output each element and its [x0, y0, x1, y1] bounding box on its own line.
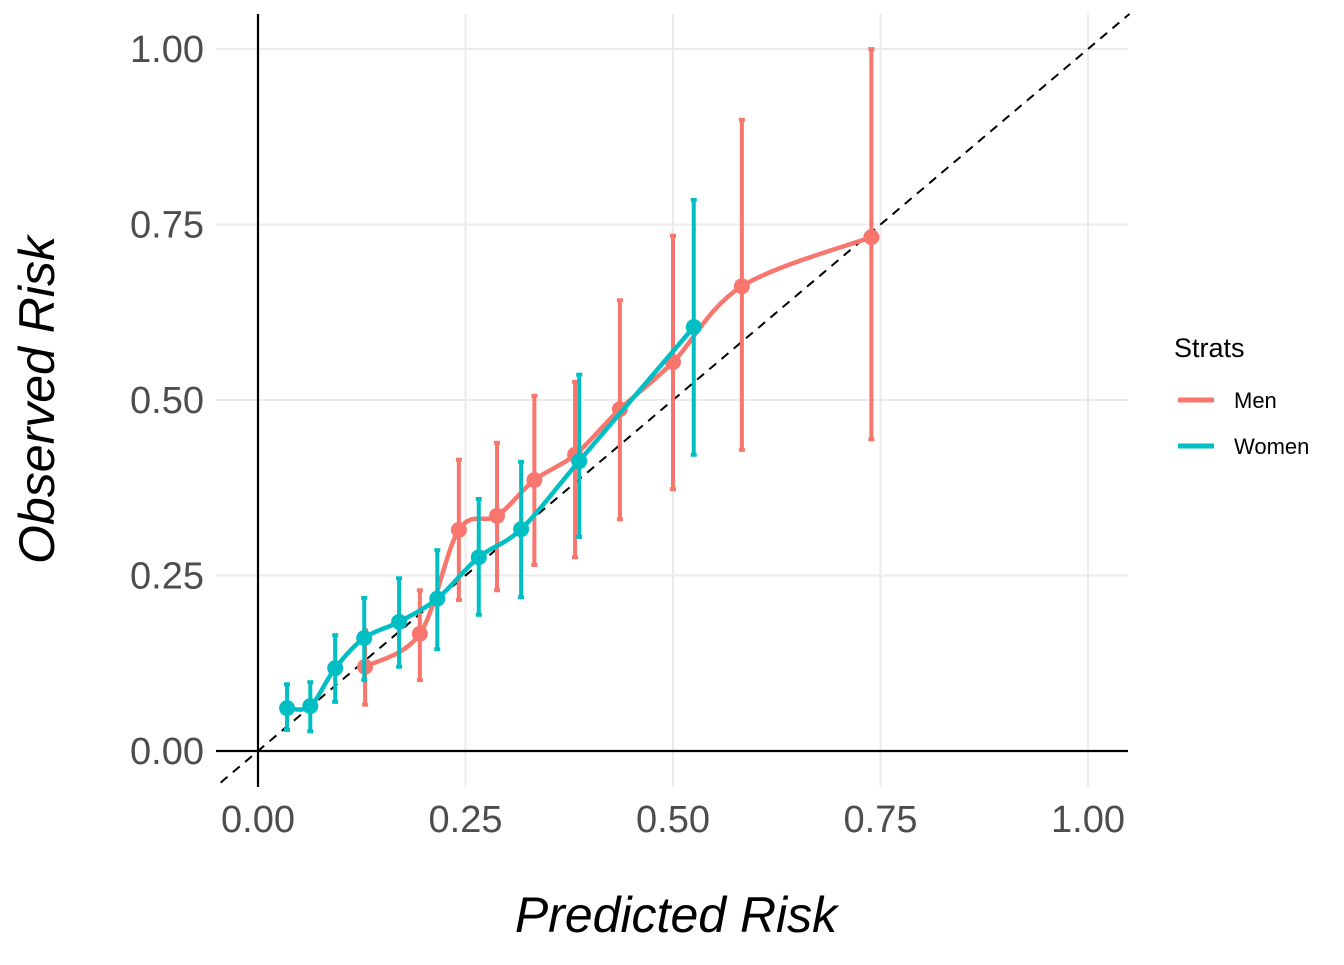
- axes: [216, 13, 1131, 787]
- y-tick-label: 0.00: [130, 731, 204, 773]
- data-point: [526, 472, 543, 489]
- data-point: [411, 625, 428, 642]
- data-point: [863, 229, 880, 246]
- data-point: [429, 590, 446, 607]
- y-tick-label: 0.75: [130, 205, 204, 247]
- y-tick-label: 0.25: [130, 556, 204, 598]
- legend-title: Strats: [1174, 333, 1245, 363]
- data-point: [450, 521, 467, 538]
- x-tick-label: 1.00: [1051, 799, 1125, 841]
- legend-label-women: Women: [1234, 434, 1309, 459]
- x-tick-label: 0.25: [429, 799, 503, 841]
- data-point: [513, 521, 530, 538]
- data-point: [733, 278, 750, 295]
- series-women: [279, 197, 702, 734]
- legend-label-men: Men: [1234, 388, 1277, 413]
- data-point: [327, 660, 344, 677]
- y-tick-label: 0.50: [130, 380, 204, 422]
- data-point: [611, 401, 628, 418]
- y-tick-label: 1.00: [130, 29, 204, 71]
- tick-labels: 0.00 0.25 0.50 0.75 1.00 0.00 0.25 0.50 0.75 1.00: [130, 29, 1125, 841]
- x-tick-label: 0.75: [844, 799, 918, 841]
- data-point: [470, 549, 487, 566]
- series-layer: [279, 47, 880, 734]
- data-point: [571, 453, 588, 470]
- legend: Strats Men Women: [1174, 333, 1309, 459]
- reference-diagonal-line: [220, 13, 1131, 784]
- data-point: [302, 698, 319, 715]
- y-axis-title: Observed Risk: [9, 233, 65, 564]
- data-point: [391, 613, 408, 630]
- data-point: [685, 318, 702, 335]
- x-tick-label: 0.50: [636, 799, 710, 841]
- data-point: [279, 700, 296, 717]
- data-point: [356, 629, 373, 646]
- x-tick-label: 0.00: [221, 799, 295, 841]
- x-axis-title: Predicted Risk: [515, 887, 840, 943]
- data-point: [489, 507, 506, 524]
